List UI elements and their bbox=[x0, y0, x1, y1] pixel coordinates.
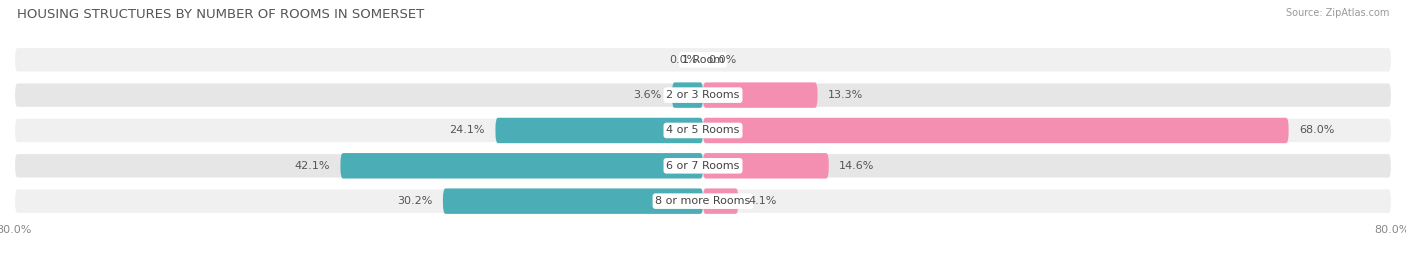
FancyBboxPatch shape bbox=[14, 188, 1392, 214]
FancyBboxPatch shape bbox=[495, 118, 703, 143]
FancyBboxPatch shape bbox=[340, 153, 703, 179]
FancyBboxPatch shape bbox=[672, 82, 703, 108]
Text: 14.6%: 14.6% bbox=[839, 161, 875, 171]
FancyBboxPatch shape bbox=[703, 188, 738, 214]
Text: 3.6%: 3.6% bbox=[634, 90, 662, 100]
Text: 13.3%: 13.3% bbox=[828, 90, 863, 100]
Text: 0.0%: 0.0% bbox=[709, 55, 737, 65]
Text: HOUSING STRUCTURES BY NUMBER OF ROOMS IN SOMERSET: HOUSING STRUCTURES BY NUMBER OF ROOMS IN… bbox=[17, 8, 425, 21]
Text: 1 Room: 1 Room bbox=[682, 55, 724, 65]
FancyBboxPatch shape bbox=[14, 153, 1392, 179]
FancyBboxPatch shape bbox=[14, 82, 1392, 108]
Text: 2 or 3 Rooms: 2 or 3 Rooms bbox=[666, 90, 740, 100]
FancyBboxPatch shape bbox=[703, 153, 828, 179]
Text: 6 or 7 Rooms: 6 or 7 Rooms bbox=[666, 161, 740, 171]
Text: 42.1%: 42.1% bbox=[295, 161, 330, 171]
Text: 4 or 5 Rooms: 4 or 5 Rooms bbox=[666, 125, 740, 136]
FancyBboxPatch shape bbox=[703, 118, 1289, 143]
FancyBboxPatch shape bbox=[443, 188, 703, 214]
Text: 68.0%: 68.0% bbox=[1299, 125, 1334, 136]
Text: 8 or more Rooms: 8 or more Rooms bbox=[655, 196, 751, 206]
Text: 0.0%: 0.0% bbox=[669, 55, 697, 65]
Text: 4.1%: 4.1% bbox=[748, 196, 778, 206]
Text: 30.2%: 30.2% bbox=[398, 196, 433, 206]
FancyBboxPatch shape bbox=[703, 82, 817, 108]
Text: 24.1%: 24.1% bbox=[450, 125, 485, 136]
FancyBboxPatch shape bbox=[14, 118, 1392, 143]
FancyBboxPatch shape bbox=[14, 47, 1392, 73]
Text: Source: ZipAtlas.com: Source: ZipAtlas.com bbox=[1285, 8, 1389, 18]
